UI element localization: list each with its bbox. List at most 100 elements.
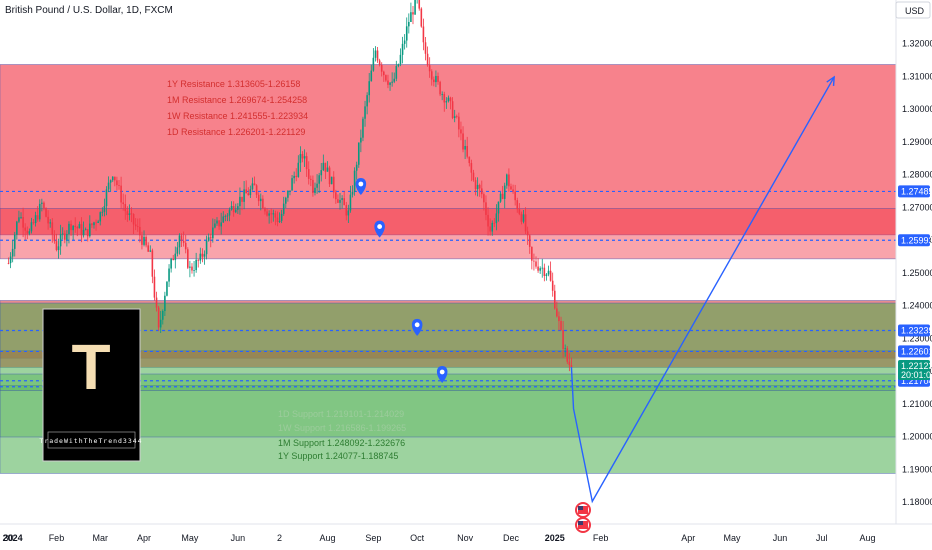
candle-body — [45, 208, 47, 217]
y-tick-label: 1.24000 — [902, 301, 932, 311]
candle-body — [337, 199, 339, 203]
candle-body — [249, 189, 252, 196]
candle-body — [285, 197, 287, 204]
candle-body — [374, 50, 377, 58]
us-flag-icon[interactable] — [575, 502, 591, 518]
candle-body — [203, 254, 206, 257]
y-tick-label: 1.18000 — [902, 497, 932, 507]
candle-body — [368, 81, 371, 96]
candle-body — [74, 225, 77, 228]
candle-body — [397, 64, 400, 67]
candle-body — [276, 217, 279, 222]
pin-body — [411, 318, 423, 336]
candle-body — [301, 154, 304, 159]
candle-body — [220, 222, 222, 227]
candle-body — [353, 170, 356, 192]
zones-layer — [0, 64, 897, 474]
candle-body — [274, 213, 277, 218]
candle-body — [414, 0, 416, 15]
candle-body — [483, 194, 485, 203]
x-tick-label: 2025 — [545, 533, 565, 543]
y-tick-label: 1.19000 — [902, 464, 932, 474]
candle-body — [464, 145, 466, 150]
candle-body — [385, 75, 387, 81]
candle-body — [111, 176, 114, 181]
candle-body — [264, 208, 266, 212]
candle-body — [224, 215, 227, 217]
price-tag — [898, 324, 930, 337]
candle-body — [395, 66, 398, 79]
resistance-label: 1M Resistance 1.269674-1.254258 — [167, 95, 307, 105]
candle-body — [493, 222, 496, 224]
zone-1y-resistance — [0, 64, 897, 236]
candle-body — [470, 163, 473, 173]
candle-body — [378, 60, 381, 65]
candle-body — [130, 213, 133, 215]
candle-body — [13, 234, 16, 249]
candle-body — [387, 80, 389, 85]
candle-body — [401, 43, 404, 55]
candle-body — [570, 365, 573, 368]
candle-body — [380, 64, 383, 72]
us-flag-icon[interactable] — [575, 517, 591, 533]
candle-body — [441, 94, 443, 95]
candle-body — [520, 213, 523, 222]
candle-body — [126, 211, 129, 215]
candle-body — [339, 199, 341, 203]
candle-body — [16, 221, 18, 235]
candle-body — [445, 101, 448, 103]
candle-body — [259, 198, 262, 202]
candle-body — [51, 222, 54, 235]
candle-body — [157, 307, 160, 328]
candle-body — [84, 229, 87, 231]
x-tick-label: 2 — [277, 533, 282, 543]
candle-body — [474, 180, 477, 190]
currency-label: USD — [905, 6, 925, 16]
candle-body — [124, 204, 127, 212]
candle-body — [437, 75, 439, 82]
candle-body — [26, 230, 29, 234]
candle-body — [322, 162, 325, 171]
y-tick-label: 1.25000 — [902, 268, 932, 278]
map-pin-icon — [411, 318, 423, 336]
candle-body — [189, 266, 191, 268]
price-scale[interactable]: USD 1.180001.190001.200001.210001.220001… — [895, 0, 932, 550]
candle-body — [499, 193, 502, 202]
candle-body — [439, 81, 441, 95]
projection-arrowhead — [826, 75, 835, 86]
candle-body — [362, 118, 364, 138]
event-flags[interactable] — [575, 502, 591, 533]
candle-body — [545, 274, 548, 276]
support-label: 1M Support 1.248092-1.232676 — [278, 438, 405, 448]
candle-body — [114, 176, 116, 181]
candle-body — [495, 213, 498, 224]
candle-body — [547, 270, 550, 275]
candle-body — [166, 281, 168, 296]
pin-body — [374, 220, 385, 238]
map-pin-icon — [355, 178, 367, 196]
candle-body — [518, 209, 521, 214]
candle-body — [255, 185, 258, 195]
candle-body — [360, 137, 362, 143]
current-price-tag — [898, 360, 930, 381]
candle-body — [435, 75, 437, 83]
support-label: 1D Support 1.219101-1.214029 — [278, 409, 404, 419]
candle-body — [355, 164, 358, 171]
candle-body — [72, 225, 74, 231]
candle-body — [30, 222, 33, 232]
candle-body — [201, 253, 204, 257]
resistance-label: 1D Resistance 1.226201-1.221129 — [167, 127, 305, 137]
price-tag-value: 1.25993 — [901, 235, 932, 245]
x-tick-label: Jun — [231, 533, 246, 543]
candle-body — [174, 253, 177, 261]
candle-body — [299, 154, 302, 163]
candle-body — [22, 216, 24, 228]
candle-body — [193, 270, 195, 271]
candle-body — [139, 226, 141, 236]
candle-body — [20, 216, 22, 218]
candle-body — [485, 202, 487, 215]
candle-body — [253, 183, 256, 186]
candle-body — [272, 213, 275, 215]
